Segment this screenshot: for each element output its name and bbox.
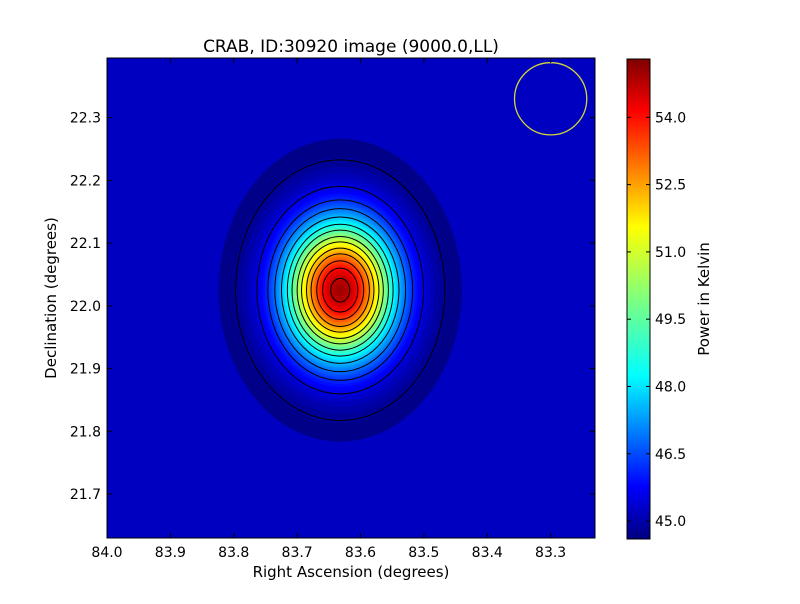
y-tick-label: 21.7: [70, 487, 101, 503]
x-axis-ticks: 84.0 83.9 83.8 83.7 83.6 83.5 83.4 83.3: [91, 58, 566, 561]
colorbar-tick-label: 48.0: [655, 379, 686, 395]
colorbar-label: Power in Kelvin: [695, 242, 713, 356]
intensity-field: [218, 138, 462, 442]
colorbar-tick-label: 52.5: [655, 178, 686, 194]
contour-line: [291, 229, 389, 351]
contour-line: [330, 277, 351, 303]
y-tick-label: 21.9: [70, 362, 101, 378]
y-tick-label: 22.2: [70, 173, 101, 189]
colorbar-ticks: 45.0 46.5 48.0 49.5 51.0 52.5 54.0: [627, 110, 686, 530]
x-tick-label: 83.7: [282, 545, 313, 561]
plot-frame: [106, 57, 596, 539]
contour-lines: [235, 159, 446, 421]
colorbar-tick-label: 49.5: [655, 312, 686, 328]
x-tick-label: 83.4: [472, 545, 503, 561]
colorbar: 45.0 46.5 48.0 49.5 51.0 52.5 54.0 Power in Ke…: [626, 58, 713, 540]
field-band: [335, 283, 346, 297]
contour-line: [286, 223, 394, 357]
y-axis-label: Declination (degrees): [42, 217, 60, 379]
contour-line: [274, 208, 407, 373]
chart-title: CRAB, ID:30920 image (9000.0,LL): [203, 37, 499, 57]
colorbar-tick-label: 54.0: [655, 110, 686, 126]
colorbar-tick-label: 51.0: [655, 245, 686, 261]
y-tick-label: 22.3: [70, 111, 101, 127]
contour-line: [280, 216, 400, 364]
x-axis-label: Right Ascension (degrees): [253, 563, 450, 581]
x-tick-label: 83.6: [345, 545, 376, 561]
contour-line: [316, 260, 365, 320]
x-tick-label: 84.0: [91, 545, 122, 561]
x-tick-label: 83.8: [218, 545, 249, 561]
colorbar-tick-label: 46.5: [655, 447, 686, 463]
contour-line: [235, 159, 446, 421]
x-tick-label: 83.5: [408, 545, 439, 561]
contour-line: [306, 247, 375, 333]
contour-line: [267, 199, 414, 381]
y-axis-ticks: 21.7 21.8 21.9 22.0 22.1 22.2 22.3: [70, 111, 595, 503]
contour-line: [322, 267, 359, 313]
y-tick-label: 22.1: [70, 236, 101, 252]
colorbar-gradient: [626, 58, 651, 540]
contour-line: [296, 235, 384, 345]
colorbar-tick-label: 45.0: [655, 514, 686, 530]
contour-line: [256, 185, 425, 395]
contour-line: [301, 241, 380, 339]
contour-line: [310, 253, 370, 327]
y-tick-label: 21.8: [70, 424, 101, 440]
y-tick-label: 22.0: [70, 299, 101, 315]
x-tick-label: 83.9: [155, 545, 186, 561]
plot-area: [107, 58, 595, 538]
x-tick-label: 83.3: [535, 545, 566, 561]
